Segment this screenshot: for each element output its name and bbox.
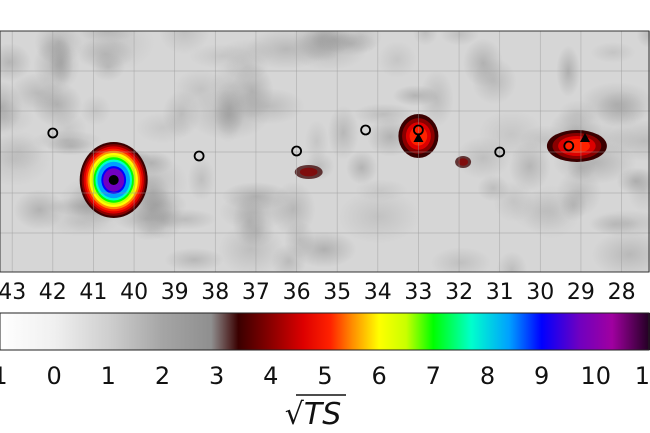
peak-marker (108, 175, 119, 185)
x-tick-label: 38 (201, 280, 229, 305)
background-blob (75, 38, 135, 70)
background-blob (76, 31, 138, 42)
colorbar-gradient (0, 313, 650, 350)
colorbar-ticks: 101234567891011 (0, 362, 650, 390)
background-blob (0, 130, 45, 171)
colorbar-tick-label: 2 (155, 362, 170, 390)
background-blob (218, 223, 284, 272)
x-tick-label: 42 (39, 280, 67, 305)
source-d (294, 165, 323, 179)
background-blob (496, 251, 528, 272)
background-blob (591, 230, 650, 272)
x-tick-label: 32 (445, 280, 473, 305)
x-tick-label: 29 (567, 280, 595, 305)
colorbar-tick-label: 6 (372, 362, 387, 390)
background-blob (13, 189, 66, 230)
map-frame (0, 30, 650, 273)
background-blob (284, 220, 315, 259)
x-tick-label: 39 (161, 280, 189, 305)
catalog-circle-marker (47, 127, 59, 139)
x-tick-label: 28 (608, 280, 636, 305)
background-blob (377, 41, 417, 79)
background-blob (510, 190, 576, 233)
source-e (455, 156, 472, 168)
triangle-marker (413, 133, 424, 142)
x-tick-label: 31 (486, 280, 514, 305)
colorbar-label-var: TS (304, 397, 341, 432)
background-blob (187, 157, 216, 201)
colorbar-tick-label: 8 (480, 362, 495, 390)
x-tick-label: 43 (0, 280, 26, 305)
triangle-marker (580, 133, 590, 142)
catalog-circle-marker (291, 145, 303, 157)
background-blob (337, 189, 420, 244)
colorbar-tick-label: 11 (635, 362, 650, 390)
background-blob (327, 105, 359, 160)
background-blob (0, 81, 23, 133)
background-blob (346, 150, 378, 185)
x-tick-label: 40 (120, 280, 148, 305)
catalog-circle-marker (360, 124, 372, 136)
x-tick-label: 35 (323, 280, 351, 305)
x-tick-label: 37 (242, 280, 270, 305)
colorbar-tick-label: 0 (47, 362, 62, 390)
catalog-circle-marker (563, 140, 575, 152)
colorbar-tick-label: 4 (263, 362, 278, 390)
catalog-circle-marker (193, 150, 205, 162)
colorbar-tick-label: 9 (534, 362, 549, 390)
colorbar-tick-label: 1 (0, 362, 8, 390)
colorbar-tick-label: 7 (426, 362, 441, 390)
background-blob (188, 43, 254, 69)
colorbar-tick-label: 5 (317, 362, 332, 390)
background-blob (590, 41, 636, 64)
background-blob (164, 247, 225, 272)
source-c (546, 130, 607, 162)
colorbar-frame (0, 312, 650, 351)
colorbar-tick-label: 1 (101, 362, 116, 390)
x-tick-label: 41 (79, 280, 107, 305)
background-blob (636, 31, 650, 48)
x-tick-label: 33 (404, 280, 432, 305)
colorbar-label-sqrt: √ (285, 397, 305, 432)
colorbar-label: √TS (285, 397, 342, 432)
catalog-circle-marker (494, 146, 506, 158)
ts-map (0, 31, 650, 272)
source-contour (458, 158, 469, 166)
background-blob (292, 31, 351, 62)
x-tick-label: 34 (364, 280, 392, 305)
background-blob (80, 94, 111, 126)
background-blob (173, 69, 229, 110)
background-blob (616, 167, 650, 195)
background-blob (440, 31, 480, 46)
background-blob (588, 209, 650, 238)
background-blob (578, 81, 650, 127)
colorbar: 101234567891011 √TS (0, 312, 650, 432)
background-blob (412, 31, 438, 46)
background-blob (471, 58, 517, 105)
source-contour (299, 167, 318, 177)
x-tick-label: 36 (283, 280, 311, 305)
coordinate-grid (0, 31, 650, 272)
background-blob (392, 85, 439, 107)
background-blob (0, 43, 32, 82)
background-blob (48, 39, 74, 88)
background-blob (352, 103, 415, 125)
colorbar-tick-label: 10 (581, 362, 612, 390)
background-blob (304, 120, 329, 163)
background-blob (508, 141, 551, 192)
colorbar-tick-label: 3 (209, 362, 224, 390)
background-blob (32, 130, 102, 151)
x-axis-ticks: 43 42 41 40 39 38 37 36 35 34 33 32 31 30 29 28 (0, 280, 636, 305)
background-blob (10, 73, 64, 113)
background-blob (232, 196, 267, 247)
background-blob (430, 247, 492, 272)
x-tick-label: 30 (526, 280, 554, 305)
markers-layer (47, 124, 590, 185)
